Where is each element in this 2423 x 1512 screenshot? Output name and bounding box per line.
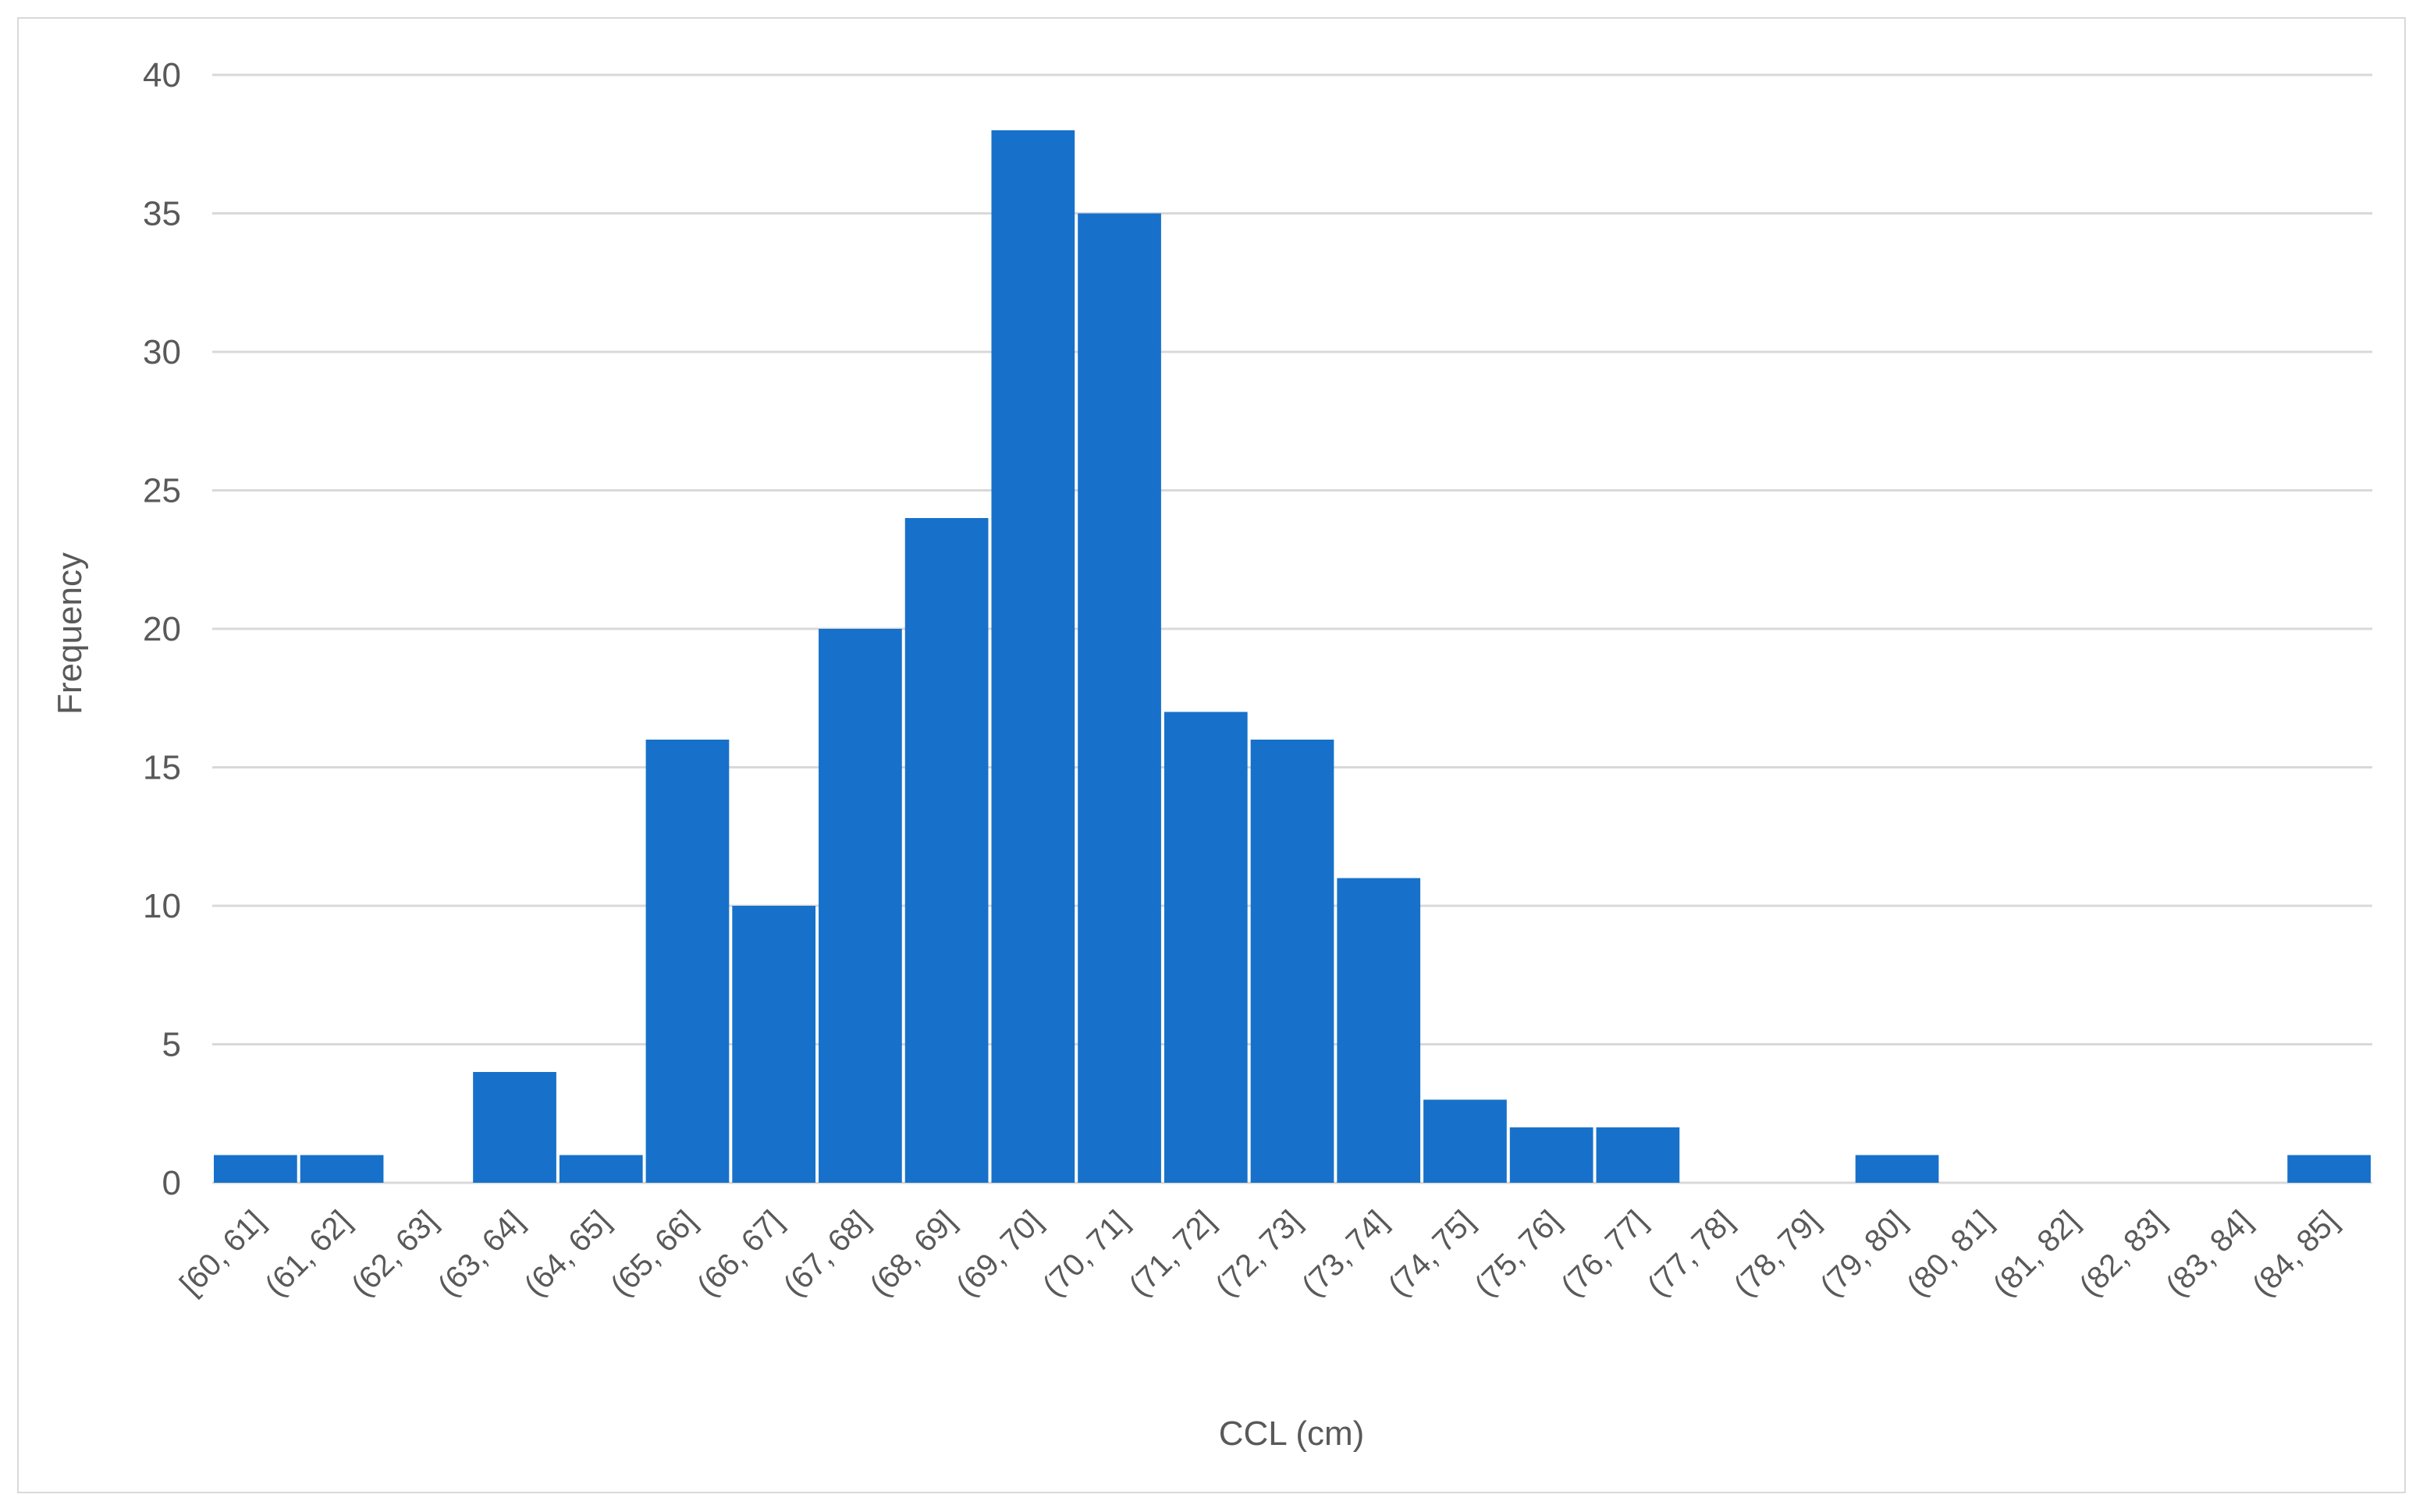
bar-11 xyxy=(1078,213,1161,1183)
x-tick-label: (71, 72] xyxy=(1123,1204,1222,1303)
bar-9 xyxy=(904,518,989,1183)
bar-25 xyxy=(2287,1155,2371,1183)
x-tick-label: (62, 63] xyxy=(345,1204,444,1303)
x-tick-label: (72, 73] xyxy=(1209,1204,1308,1303)
bar-13 xyxy=(1250,740,1334,1183)
bar-14 xyxy=(1337,878,1421,1183)
y-tick-label: 35 xyxy=(143,195,181,233)
x-tick-label: (74, 75] xyxy=(1382,1204,1481,1303)
bar-8 xyxy=(819,629,902,1183)
y-tick-label: 40 xyxy=(143,56,181,94)
y-axis-ticks: 0 5 10 15 20 25 30 35 40 xyxy=(143,56,181,1202)
x-tick-label: (63, 64] xyxy=(432,1204,531,1303)
bar-17 xyxy=(1596,1127,1680,1183)
x-tick-label: (65, 66] xyxy=(604,1204,703,1303)
bar-4 xyxy=(473,1072,556,1183)
x-tick-label: (80, 81] xyxy=(1900,1204,1999,1303)
x-axis-title: CCL (cm) xyxy=(1219,1414,1365,1453)
x-tick-label: (67, 68] xyxy=(777,1204,876,1303)
x-tick-label: (61, 62] xyxy=(258,1204,357,1303)
x-tick-label: (84, 85] xyxy=(2246,1204,2345,1303)
y-tick-label: 10 xyxy=(143,887,181,925)
x-tick-label: (69, 70] xyxy=(950,1204,1049,1303)
x-tick-label: (66, 67] xyxy=(691,1204,790,1303)
x-tick-label: (81, 82] xyxy=(1987,1204,2086,1303)
x-tick-label: (83, 84] xyxy=(2159,1204,2258,1303)
x-tick-label: (79, 80] xyxy=(1814,1204,1913,1303)
bar-12 xyxy=(1164,712,1248,1183)
bar-6 xyxy=(645,740,730,1183)
bar-2 xyxy=(300,1155,384,1183)
x-tick-label: (75, 76] xyxy=(1468,1204,1567,1303)
bar-5 xyxy=(559,1155,643,1183)
bar-15 xyxy=(1423,1099,1507,1183)
x-tick-label: (68, 69] xyxy=(863,1204,962,1303)
x-tick-label: (78, 79] xyxy=(1728,1204,1827,1303)
x-tick-label: (73, 74] xyxy=(1295,1204,1394,1303)
y-tick-label: 15 xyxy=(143,749,181,787)
y-tick-label: 0 xyxy=(162,1164,181,1202)
y-tick-label: 25 xyxy=(143,472,181,510)
bar-16 xyxy=(1509,1127,1593,1183)
x-tick-label: (77, 78] xyxy=(1641,1204,1740,1303)
x-tick-label: (64, 65] xyxy=(518,1204,617,1303)
x-tick-label: (70, 71] xyxy=(1036,1204,1135,1303)
y-tick-label: 30 xyxy=(143,333,181,371)
y-axis-title: Frequency xyxy=(51,552,89,715)
x-tick-label: (82, 83] xyxy=(2073,1204,2173,1303)
bar-10 xyxy=(991,130,1075,1183)
bar-1 xyxy=(214,1155,297,1183)
bar-7 xyxy=(732,906,816,1183)
y-tick-label: 20 xyxy=(143,610,181,648)
bars xyxy=(214,130,2371,1183)
y-tick-label: 5 xyxy=(162,1026,181,1064)
bar-20 xyxy=(1855,1155,1939,1183)
x-tick-label: (76, 77] xyxy=(1554,1204,1654,1303)
x-tick-label: [60, 61] xyxy=(173,1204,271,1301)
x-axis-ticks: [60, 61](61, 62](62, 63](63, 64](64, 65]… xyxy=(173,1204,2345,1303)
